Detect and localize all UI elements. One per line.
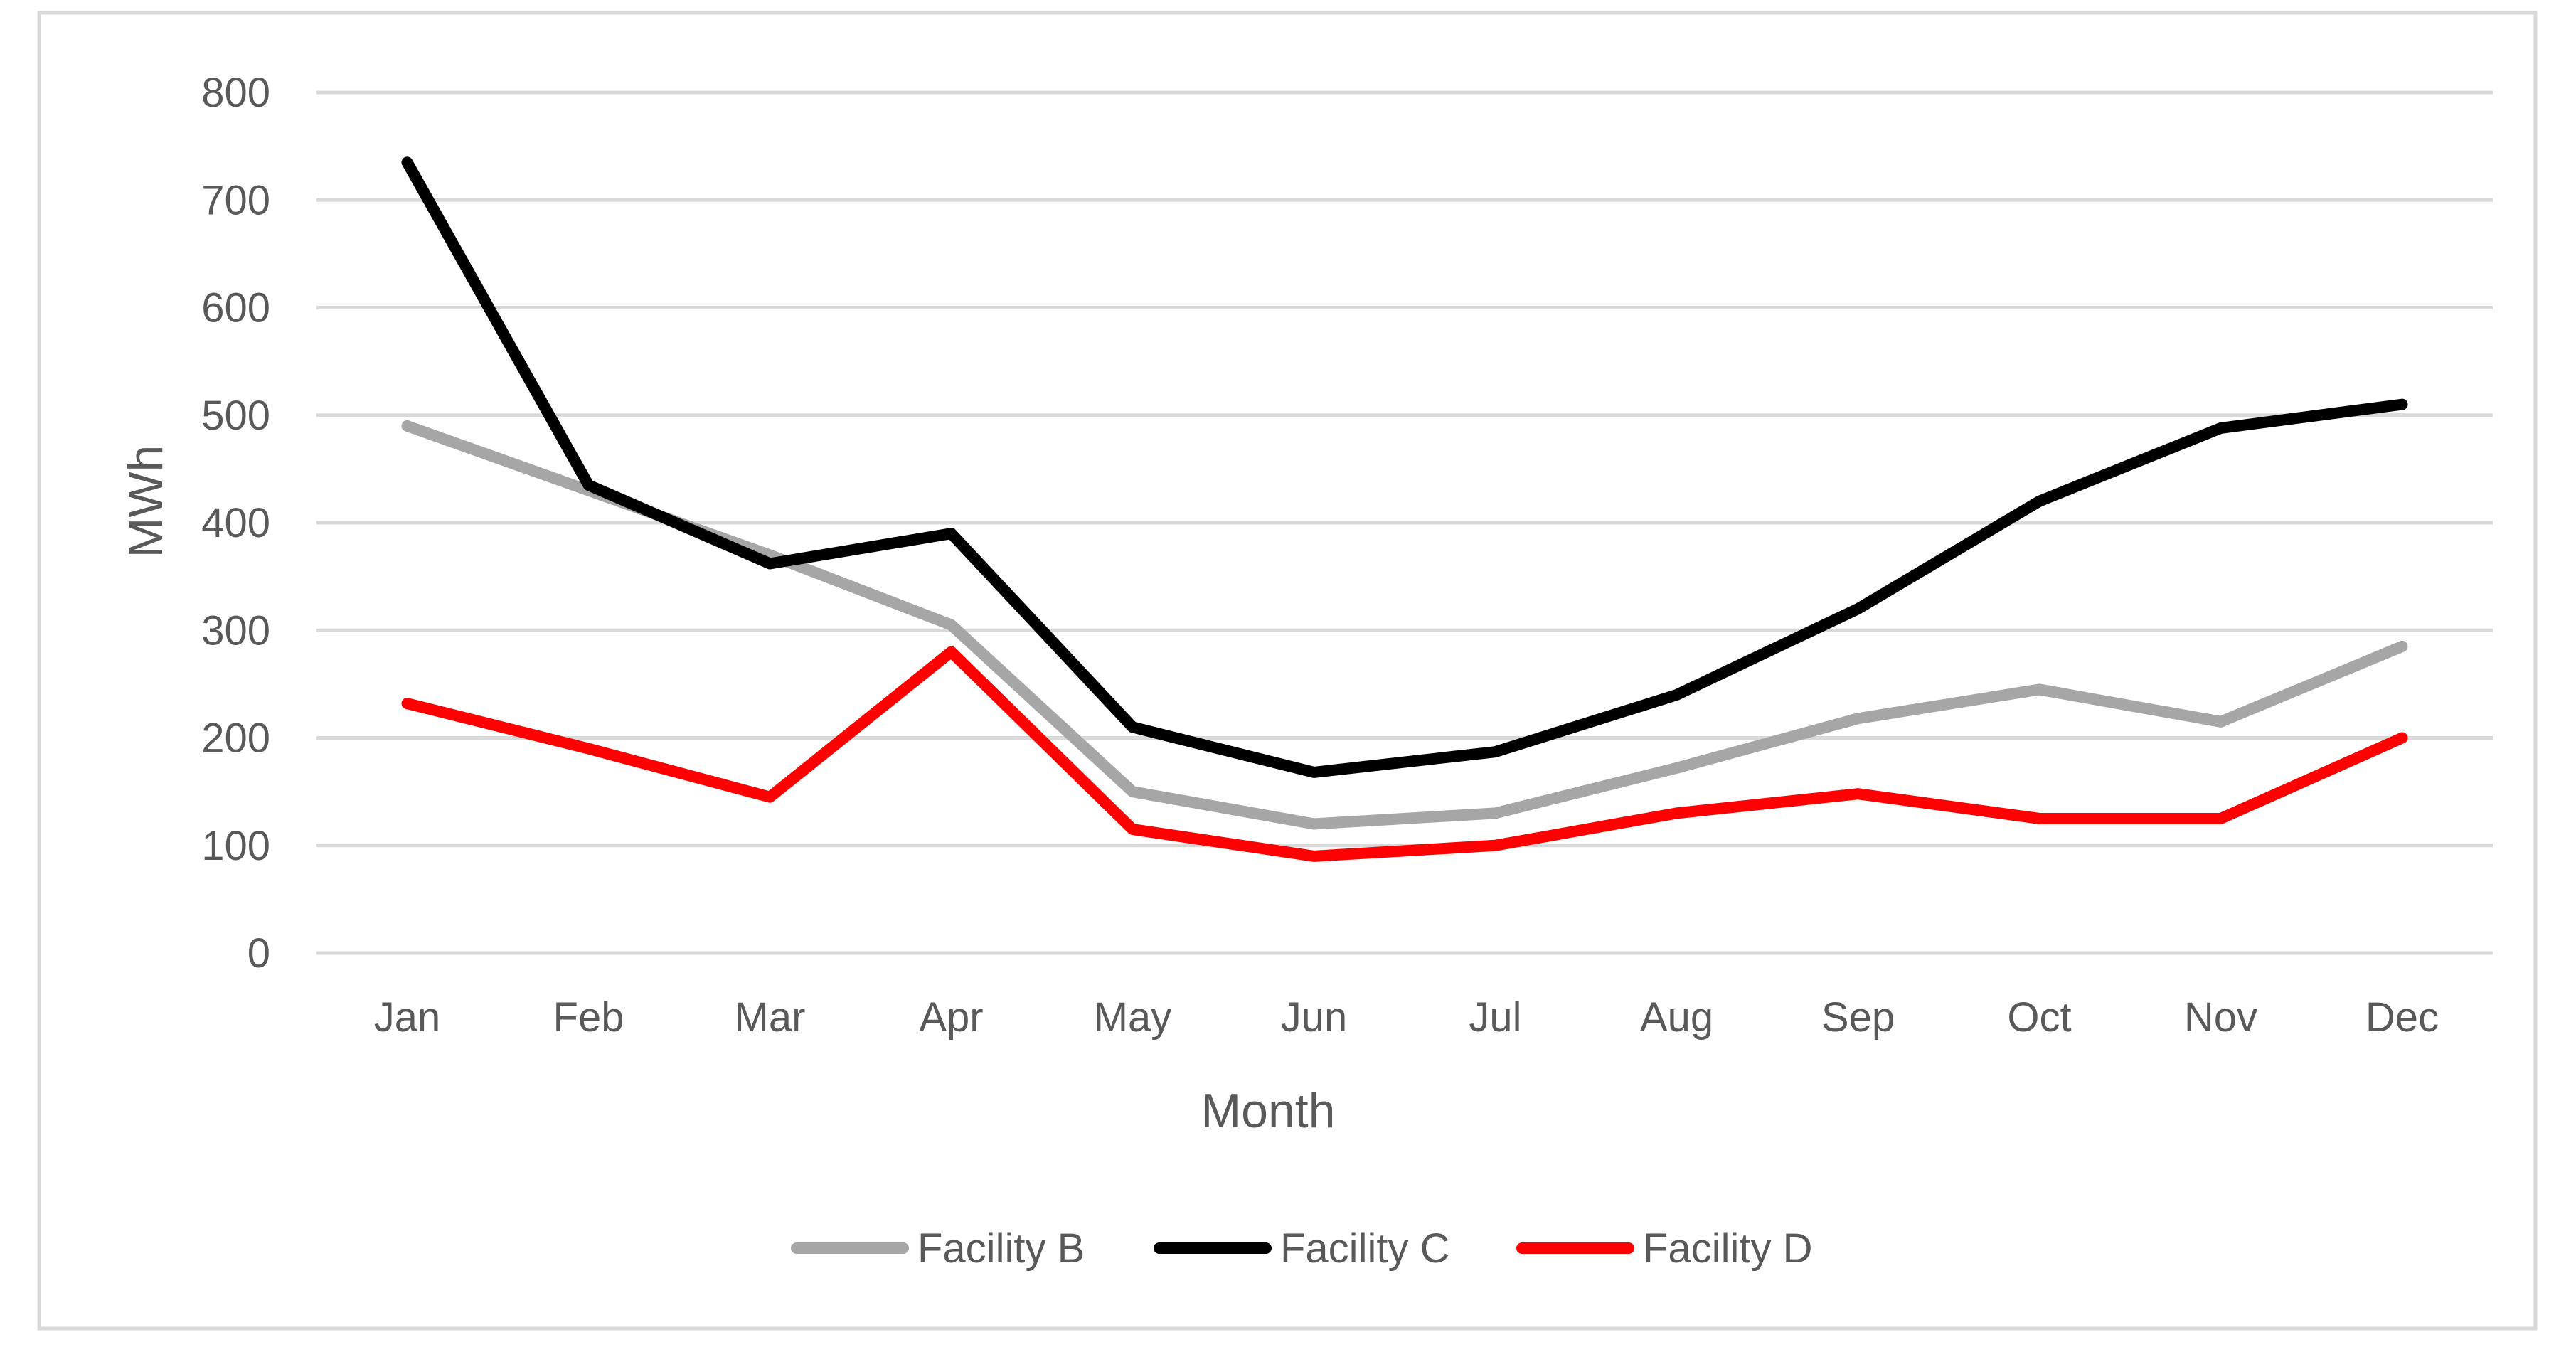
x-tick-label-feb: Feb	[553, 994, 624, 1041]
chart-border	[37, 11, 2538, 1331]
data-point-facility-b-jan	[406, 425, 408, 427]
data-point-facility-d-mar	[769, 796, 771, 798]
series-line-facility-d	[401, 646, 2408, 862]
data-point-facility-c-mar	[769, 563, 771, 565]
y-tick-label-800: 800	[201, 70, 270, 116]
data-point-facility-d-nov	[2220, 817, 2222, 819]
data-point-facility-d-aug	[1676, 812, 1678, 814]
x-tick-label-jan: Jan	[374, 994, 441, 1041]
x-tick-label-mar: Mar	[735, 994, 806, 1041]
y-tick-label-300: 300	[201, 607, 270, 654]
data-point-facility-d-sep	[1857, 793, 1859, 795]
x-tick-label-jun: Jun	[1281, 994, 1348, 1041]
data-point-facility-c-nov	[2220, 427, 2222, 429]
data-point-facility-d-dec	[2401, 737, 2403, 739]
data-point-facility-c-may	[1132, 726, 1134, 728]
data-point-facility-c-sep	[1857, 608, 1859, 610]
data-point-facility-d-jun	[1313, 855, 1315, 857]
data-point-facility-b-may	[1132, 791, 1134, 793]
x-tick-label-apr: Apr	[919, 994, 983, 1041]
legend: Facility B Facility C Facility D	[791, 1225, 1812, 1272]
y-tick-label-200: 200	[201, 715, 270, 762]
data-point-facility-d-apr	[950, 651, 952, 653]
x-tick-label-jul: Jul	[1469, 994, 1521, 1041]
data-point-facility-d-feb	[587, 747, 590, 750]
x-axis-tick-labels: Jan Feb Mar Apr May Jun Jul Aug Sep Oct Nov Dec	[374, 994, 2439, 1041]
y-axis-tick-labels: 0 100 200 300 400 500 600 700 800	[201, 70, 270, 976]
data-point-facility-b-oct	[2038, 688, 2040, 691]
series-lines	[401, 156, 2408, 862]
x-tick-label-sep: Sep	[1821, 994, 1895, 1041]
data-point-facility-c-dec	[2401, 403, 2403, 405]
data-point-facility-d-jan	[406, 703, 408, 705]
y-tick-label-400: 400	[201, 500, 270, 546]
y-axis-title: MWh	[119, 445, 173, 558]
data-point-facility-d-oct	[2038, 817, 2040, 819]
gridlines	[316, 90, 2493, 955]
legend-label-facility-d: Facility D	[1643, 1225, 1812, 1272]
data-point-facility-b-dec	[2401, 645, 2403, 647]
data-point-facility-b-sep	[1857, 718, 1859, 720]
data-point-facility-b-mar	[769, 554, 771, 556]
series-line-facility-b	[401, 420, 2408, 830]
series-line-facility-c	[401, 156, 2408, 778]
data-point-facility-b-apr	[950, 624, 952, 626]
data-point-facility-c-aug	[1676, 694, 1678, 696]
data-point-facility-c-jan	[406, 161, 408, 164]
data-point-facility-c-jul	[1494, 751, 1496, 753]
data-point-facility-b-jun	[1313, 823, 1315, 825]
x-tick-label-oct: Oct	[2007, 994, 2071, 1041]
y-tick-label-500: 500	[201, 393, 270, 439]
y-tick-label-100: 100	[201, 823, 270, 869]
data-point-facility-b-jul	[1494, 812, 1496, 814]
data-point-facility-c-feb	[587, 484, 590, 486]
data-point-facility-d-may	[1132, 829, 1134, 831]
data-point-facility-c-jun	[1313, 771, 1315, 773]
x-tick-label-aug: Aug	[1640, 994, 1713, 1041]
data-point-facility-b-nov	[2220, 720, 2222, 723]
data-point-facility-d-jul	[1494, 844, 1496, 846]
y-tick-label-0: 0	[248, 930, 270, 976]
x-tick-label-dec: Dec	[2365, 994, 2439, 1041]
data-point-facility-c-apr	[950, 533, 952, 535]
x-tick-label-nov: Nov	[2184, 994, 2257, 1041]
y-tick-label-700: 700	[201, 177, 270, 223]
data-point-facility-c-oct	[2038, 500, 2040, 502]
legend-label-facility-c: Facility C	[1280, 1225, 1449, 1272]
y-tick-label-600: 600	[201, 285, 270, 331]
data-point-facility-b-aug	[1676, 767, 1678, 769]
legend-label-facility-b: Facility B	[917, 1225, 1085, 1272]
x-axis-title: Month	[1201, 1084, 1336, 1138]
x-tick-label-may: May	[1094, 994, 1172, 1041]
